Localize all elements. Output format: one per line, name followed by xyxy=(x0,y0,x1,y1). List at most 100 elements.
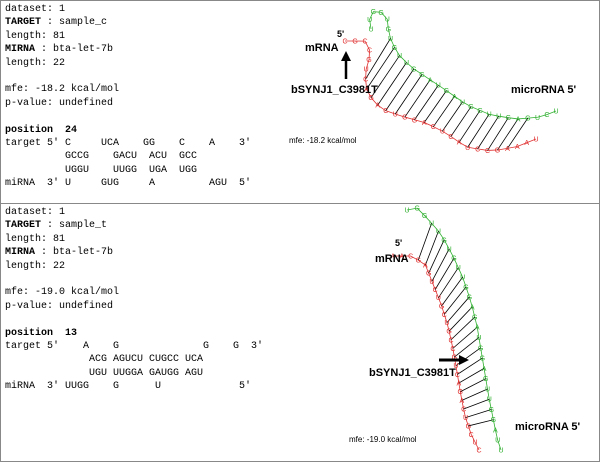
text-line: mfe: -19.0 kcal/mol xyxy=(5,287,119,299)
nucleotide: A xyxy=(399,254,404,261)
nucleotide: U xyxy=(385,17,390,24)
nucleotide: G xyxy=(489,407,494,414)
nucleotide: G xyxy=(525,116,530,123)
nucleotide: U xyxy=(533,137,538,144)
nucleotide: U xyxy=(367,17,372,24)
nucleotide: U xyxy=(465,145,470,152)
nucleotide: A xyxy=(452,94,457,101)
nucleotide: U xyxy=(440,129,445,136)
nucleotide: U xyxy=(496,114,501,121)
nucleotide: U xyxy=(404,208,409,215)
text-line: MIRNA : bta-let-7b xyxy=(5,44,113,56)
field-key: length: xyxy=(5,57,48,69)
nucleotide: G xyxy=(444,88,449,95)
snp-label: bSYNJ1_C3981T xyxy=(291,84,378,96)
base-pair xyxy=(438,267,459,298)
nucleotide: G xyxy=(426,271,431,278)
base-pair xyxy=(454,337,480,358)
alignment-line: ACG AGUCU CUGCC UCA xyxy=(5,354,204,366)
nucleotide: A xyxy=(375,103,380,110)
base-pair xyxy=(507,117,529,149)
nucleotide: G xyxy=(422,213,427,220)
base-pair xyxy=(457,357,483,375)
field-value: -19.0 kcal/mol xyxy=(35,287,120,299)
base-pair xyxy=(441,276,463,307)
field-value: 1 xyxy=(59,4,66,15)
nucleotide: C xyxy=(461,407,466,414)
field-key: p-value: xyxy=(5,300,54,312)
nucleotide: G xyxy=(472,315,477,322)
alignment-line: GCCG GACU ACU GCC xyxy=(5,151,198,163)
nucleotide: U xyxy=(436,83,441,90)
nucleotide: C xyxy=(544,112,549,119)
nucleotide: G xyxy=(477,108,482,115)
base-pair xyxy=(394,74,423,115)
base-pair xyxy=(446,296,470,323)
nucleotide: U xyxy=(364,67,369,74)
nucleotide: A xyxy=(475,325,480,332)
alignment-line: miRNA 3' UUGG G U 5' xyxy=(5,381,252,393)
alignment-line: miRNA 3' U GUG A AGU 5' xyxy=(5,178,252,190)
nucleotide: C xyxy=(433,287,438,294)
nucleotide: C xyxy=(455,372,460,379)
field-value: undefined xyxy=(59,97,114,109)
nucleotide: U xyxy=(463,415,468,422)
nucleotide: C xyxy=(448,337,453,344)
base-pair xyxy=(431,248,450,282)
nucleotide: G xyxy=(402,115,407,122)
text-line: target 5' A G G G 3' xyxy=(5,341,263,353)
position-value: 24 xyxy=(65,124,78,136)
base-pair xyxy=(434,257,455,290)
nucleotide: A xyxy=(515,144,520,151)
position-value: 13 xyxy=(65,327,78,339)
nucleotide: U xyxy=(404,60,409,67)
text-line: UGGU UUGG UGA UGG xyxy=(5,165,197,177)
field-value: : bta-let-7b xyxy=(41,247,114,259)
nucleotide: U xyxy=(498,448,503,455)
base-pair xyxy=(450,106,472,137)
nucleotide: C xyxy=(448,134,453,141)
nucleotide: G xyxy=(368,95,373,102)
field-key: TARGET xyxy=(5,17,42,29)
text-line: ACG AGUCU CUGCC UCA xyxy=(5,354,203,366)
field-value: : sample_c xyxy=(47,17,108,29)
nucleotide: G xyxy=(491,417,496,424)
five-prime-label: 5' xyxy=(337,29,344,39)
base-pair xyxy=(461,388,488,401)
base-pair xyxy=(417,223,432,261)
base-pair xyxy=(465,409,492,418)
field-value: 81 xyxy=(53,30,66,42)
base-pair xyxy=(468,419,494,427)
nucleotide: A xyxy=(524,140,529,147)
field-value: 81 xyxy=(53,233,66,245)
text-line: UGU UUGGA GAUGG AGU xyxy=(5,368,203,380)
field-value: : bta-let-7b xyxy=(41,44,114,56)
field-key: MIRNA xyxy=(5,247,36,259)
nucleotide: A xyxy=(516,116,521,123)
base-pair xyxy=(365,38,391,80)
mrna-label: mRNA xyxy=(375,253,409,265)
base-pair xyxy=(414,84,439,121)
snp-label: bSYNJ1_C3981T xyxy=(369,367,456,379)
nucleotide: G xyxy=(439,303,444,310)
field-value: : sample_t xyxy=(47,220,108,232)
base-pair xyxy=(385,68,415,111)
nucleotide: U xyxy=(397,53,402,60)
nucleotide: G xyxy=(416,258,421,265)
field-value: undefined xyxy=(59,300,114,312)
field-key: p-value: xyxy=(5,97,54,109)
text-line: length: 81 xyxy=(5,234,65,246)
nucleotide: U xyxy=(429,279,434,286)
base-pair xyxy=(467,113,490,148)
nucleotide: C xyxy=(475,146,480,153)
base-pair xyxy=(452,326,478,349)
nucleotide: A xyxy=(460,398,465,405)
alignment-line: UGU UUGGA GAUGG AGU xyxy=(5,367,204,379)
text-line: length: 81 xyxy=(5,31,65,43)
nucleotide: C xyxy=(363,39,368,46)
nucleotide: A xyxy=(493,427,498,434)
nucleotide: G xyxy=(506,115,511,122)
position-label: position xyxy=(5,124,54,136)
text-line: miRNA 3' U GUG A AGU 5' xyxy=(5,178,251,190)
base-pair xyxy=(425,230,439,266)
